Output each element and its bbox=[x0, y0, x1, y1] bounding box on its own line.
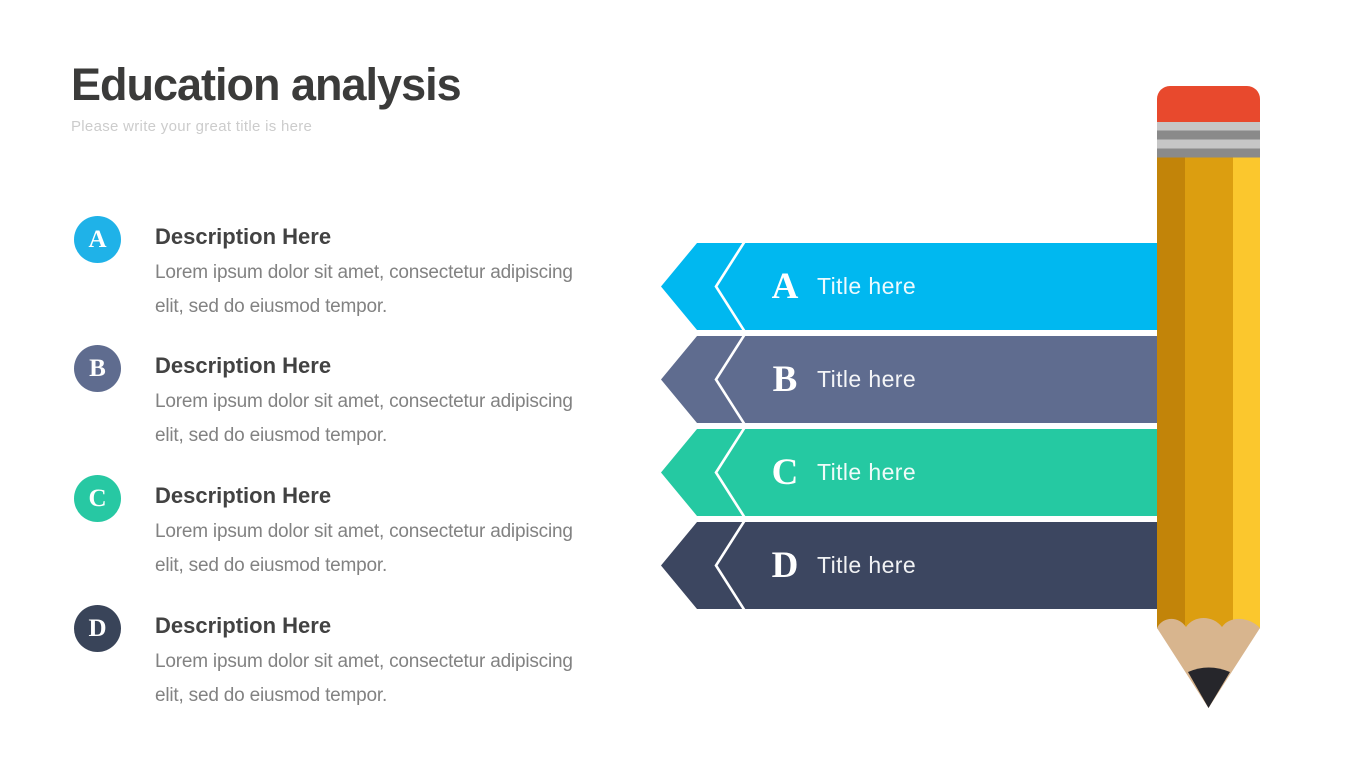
banner-chevron-line-icon bbox=[714, 336, 747, 423]
pencil-ferrule-band-dark bbox=[1157, 148, 1260, 158]
banner-letter: A bbox=[771, 266, 799, 307]
banner-letter: B bbox=[772, 359, 798, 400]
item-body: Lorem ipsum dolor sit amet, consectetur … bbox=[155, 385, 619, 452]
item-content: Description Here Lorem ipsum dolor sit a… bbox=[155, 216, 619, 323]
banner-letter: D bbox=[771, 545, 799, 586]
description-item-a: A Description Here Lorem ipsum dolor sit… bbox=[74, 216, 619, 323]
banner-title: Title here bbox=[817, 273, 917, 299]
pencil-wood bbox=[1157, 618, 1260, 708]
slide-header: Education analysis Please write your gre… bbox=[71, 59, 462, 136]
pencil-ferrule-band-light bbox=[1157, 122, 1260, 131]
item-body-line-1: Lorem ipsum dolor sit amet, consectetur … bbox=[155, 521, 573, 542]
pencil-ferrule-band-light bbox=[1157, 139, 1260, 149]
pencil-ferrule-band-dark bbox=[1157, 130, 1260, 140]
banner-row-c: C Title here bbox=[661, 429, 1210, 516]
banner-row-b: B Title here bbox=[661, 336, 1210, 423]
banner-letter: C bbox=[771, 452, 799, 493]
item-content: Description Here Lorem ipsum dolor sit a… bbox=[155, 605, 619, 712]
description-item-b: B Description Here Lorem ipsum dolor sit… bbox=[74, 345, 619, 452]
item-body: Lorem ipsum dolor sit amet, consectetur … bbox=[155, 645, 619, 712]
item-body-line-1: Lorem ipsum dolor sit amet, consectetur … bbox=[155, 262, 573, 283]
item-content: Description Here Lorem ipsum dolor sit a… bbox=[155, 345, 619, 452]
pencil-body-stripe-right bbox=[1233, 157, 1260, 629]
pencil-graphic bbox=[1157, 86, 1260, 708]
page-subtitle: Please write your great title is here bbox=[71, 118, 313, 135]
banner-title: Title here bbox=[817, 552, 917, 578]
badge-letter: B bbox=[89, 354, 106, 382]
pencil-body-stripe-left bbox=[1157, 157, 1185, 629]
page-title: Education analysis bbox=[71, 59, 462, 110]
item-heading: Description Here bbox=[155, 613, 332, 638]
item-body-line-2: elit, sed do eiusmod tempor. bbox=[155, 554, 388, 576]
item-body-line-1: Lorem ipsum dolor sit amet, consectetur … bbox=[155, 651, 573, 672]
item-badge-b: B bbox=[74, 345, 121, 392]
item-body-line-2: elit, sed do eiusmod tempor. bbox=[155, 684, 388, 706]
item-body: Lorem ipsum dolor sit amet, consectetur … bbox=[155, 515, 619, 582]
item-content: Description Here Lorem ipsum dolor sit a… bbox=[155, 475, 619, 582]
banner-chevron-line-icon bbox=[714, 522, 747, 609]
badge-letter: D bbox=[88, 614, 107, 642]
banner-row-d: D Title here bbox=[661, 522, 1210, 609]
pencil-tip bbox=[1188, 667, 1230, 708]
item-body-line-2: elit, sed do eiusmod tempor. bbox=[155, 295, 388, 317]
banner-row-a: A Title here bbox=[661, 243, 1210, 330]
banner-chevron-line-icon bbox=[714, 243, 747, 330]
item-heading: Description Here bbox=[155, 483, 332, 508]
item-body: Lorem ipsum dolor sit amet, consectetur … bbox=[155, 256, 619, 323]
item-body-line-2: elit, sed do eiusmod tempor. bbox=[155, 424, 388, 446]
item-body-line-1: Lorem ipsum dolor sit amet, consectetur … bbox=[155, 391, 573, 412]
item-badge-c: C bbox=[74, 475, 121, 522]
description-item-c: C Description Here Lorem ipsum dolor sit… bbox=[74, 475, 619, 582]
pencil-body-stripe-middle bbox=[1185, 157, 1233, 629]
banner-chevron-line-icon bbox=[714, 429, 747, 516]
badge-letter: C bbox=[88, 484, 107, 512]
banner-title: Title here bbox=[817, 459, 917, 485]
item-heading: Description Here bbox=[155, 353, 332, 378]
badge-letter: A bbox=[88, 225, 107, 253]
item-badge-d: D bbox=[74, 605, 121, 652]
banner-title: Title here bbox=[817, 366, 917, 392]
item-heading: Description Here bbox=[155, 224, 332, 249]
item-badge-a: A bbox=[74, 216, 121, 263]
description-item-d: D Description Here Lorem ipsum dolor sit… bbox=[74, 605, 619, 712]
